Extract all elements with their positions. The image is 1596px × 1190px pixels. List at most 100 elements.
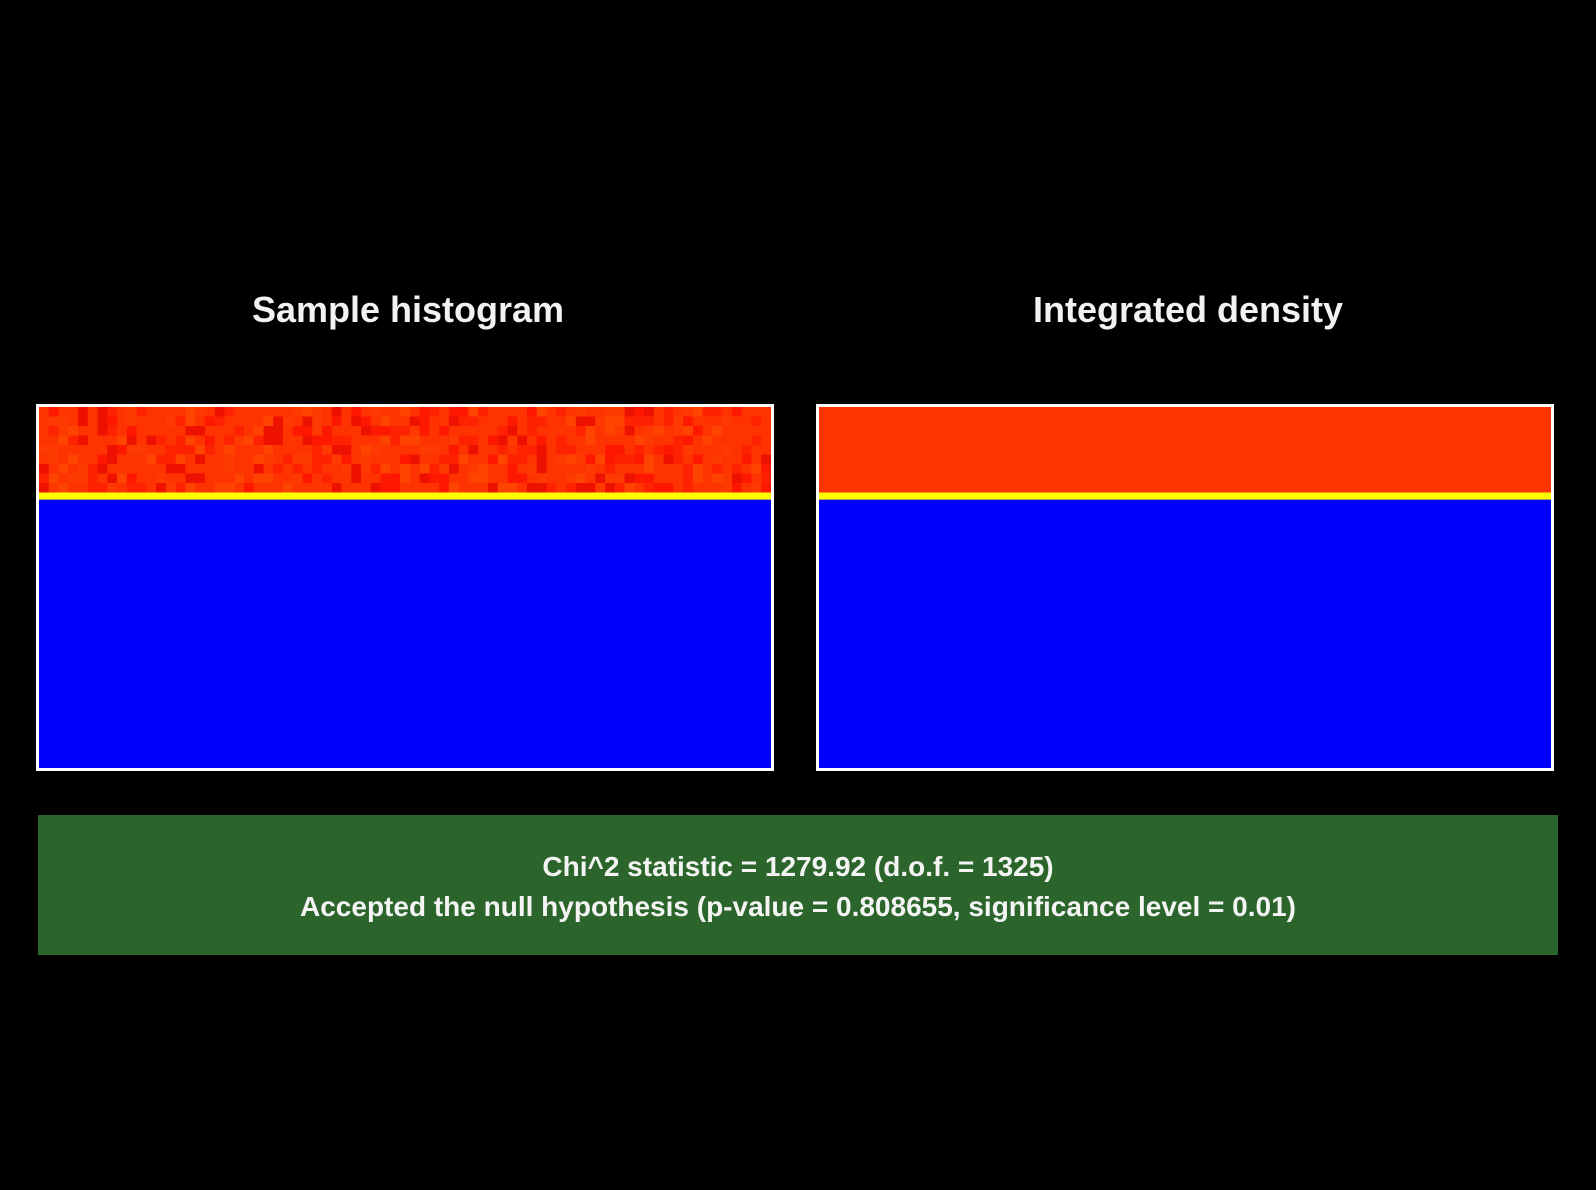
left-heatmap-cell: [527, 407, 538, 418]
left-heatmap-cell: [585, 426, 596, 437]
left-heatmap-cell: [624, 454, 635, 465]
left-heatmap-cell: [214, 435, 226, 446]
left-heatmap-cell: [234, 435, 245, 446]
right-heatmap-cell: [965, 445, 976, 456]
left-heatmap-cell: [253, 473, 265, 484]
left-heatmap-cell: [400, 407, 411, 418]
left-heatmap-cell: [497, 473, 509, 484]
right-heatmap-cell: [1121, 426, 1132, 437]
right-heatmap-cell: [1043, 454, 1054, 465]
left-heatmap-cell: [429, 435, 440, 446]
right-heatmap-cell: [1189, 416, 1201, 427]
right-heatmap-cell: [819, 445, 830, 456]
right-heatmap-cell: [1023, 435, 1035, 446]
right-heatmap-cell: [1502, 407, 1513, 418]
right-heatmap-cell: [1023, 426, 1035, 437]
left-heatmap-cell: [126, 407, 138, 418]
right-heatmap-cell: [1131, 483, 1142, 494]
right-heatmap-cell: [1541, 464, 1551, 475]
right-heatmap-cell: [984, 473, 996, 484]
right-heatmap-cell: [1170, 435, 1181, 446]
right-heatmap-cell: [1492, 464, 1503, 475]
left-heatmap-cell: [39, 426, 50, 437]
left-heatmap-cell: [761, 407, 771, 418]
left-heatmap-cell: [683, 483, 694, 494]
left-heatmap-cell: [126, 464, 138, 475]
right-heatmap-cell: [1033, 407, 1045, 418]
left-heatmap-cell: [566, 445, 577, 456]
left-heatmap-cell: [302, 426, 313, 437]
left-heatmap-cell: [624, 445, 635, 456]
right-heatmap-cell: [1521, 464, 1533, 475]
left-heatmap-cell: [419, 407, 430, 418]
left-heatmap-cell: [731, 473, 743, 484]
left-heatmap-cell: [331, 416, 343, 427]
left-heatmap-cell: [429, 426, 440, 437]
integrated-density-heatmap: [816, 404, 1554, 771]
left-heatmap-cell: [595, 454, 606, 465]
left-heatmap-cell: [351, 473, 362, 484]
left-heatmap-cell: [107, 445, 118, 456]
right-heatmap-cell: [1082, 464, 1093, 475]
right-heatmap-cell: [1482, 473, 1494, 484]
left-heatmap-cell: [517, 435, 528, 446]
left-heatmap-cell: [253, 483, 265, 494]
right-heatmap-cell: [926, 416, 937, 427]
right-heatmap-cell: [1063, 464, 1074, 475]
right-heatmap-cell: [1199, 445, 1210, 456]
right-heatmap-cell: [1502, 464, 1513, 475]
left-heatmap-cell: [390, 464, 401, 475]
right-heatmap-cell: [1053, 435, 1064, 446]
left-heatmap-cell: [273, 483, 284, 494]
left-heatmap-cell: [214, 426, 226, 437]
left-heatmap-cell: [536, 445, 548, 456]
left-heatmap-cell: [283, 454, 294, 465]
right-heatmap-cell: [1258, 483, 1269, 494]
right-heatmap-cell: [1053, 445, 1064, 456]
left-heatmap-cell: [322, 416, 333, 427]
right-heatmap-cell: [819, 464, 830, 475]
right-heatmap-cell: [1102, 435, 1113, 446]
right-heatmap-cell: [1326, 416, 1337, 427]
right-heatmap-cell: [1014, 473, 1025, 484]
right-heatmap-cell: [1082, 445, 1093, 456]
right-heatmap-cell: [1092, 435, 1103, 446]
right-heatmap-cell: [1463, 445, 1474, 456]
left-heatmap-cell: [575, 454, 587, 465]
right-heatmap-cell: [1385, 445, 1396, 456]
left-heatmap-cell: [419, 483, 430, 494]
left-heatmap-cell: [722, 483, 733, 494]
left-heatmap-cell: [692, 473, 704, 484]
right-heatmap-cell: [1238, 483, 1250, 494]
right-heatmap-cell: [1472, 426, 1484, 437]
right-heatmap-cell: [1385, 426, 1396, 437]
right-heatmap-cell: [1092, 473, 1103, 484]
left-heatmap-cell: [487, 464, 499, 475]
left-heatmap-cell: [487, 426, 499, 437]
right-heatmap-cell: [877, 435, 888, 446]
left-heatmap-cell: [722, 454, 733, 465]
left-heatmap-cell: [175, 426, 186, 437]
right-heatmap-cell: [1365, 483, 1376, 494]
left-heatmap-cell: [731, 483, 743, 494]
left-heatmap-cell: [751, 416, 762, 427]
left-heatmap-cell: [634, 445, 645, 456]
right-heatmap-cell: [1502, 416, 1513, 427]
right-heatmap-cell: [848, 473, 859, 484]
right-heatmap-cell: [1297, 416, 1308, 427]
right-heatmap-cell: [1053, 473, 1064, 484]
left-heatmap-cell: [751, 435, 762, 446]
right-heatmap-cell: [1463, 454, 1474, 465]
left-heatmap-cell: [439, 407, 450, 418]
right-heatmap-cell: [1199, 407, 1210, 418]
right-heatmap-cell: [1121, 435, 1132, 446]
right-heatmap-cell: [1482, 464, 1494, 475]
left-heatmap-cell: [243, 483, 255, 494]
left-heatmap-cell: [361, 407, 372, 418]
left-heatmap-cell: [195, 464, 206, 475]
right-heatmap-cell: [1355, 445, 1367, 456]
right-heatmap-cell: [1063, 416, 1074, 427]
left-heatmap-cell: [683, 464, 694, 475]
left-heatmap-cell: [292, 435, 304, 446]
right-heatmap-cell: [838, 483, 849, 494]
